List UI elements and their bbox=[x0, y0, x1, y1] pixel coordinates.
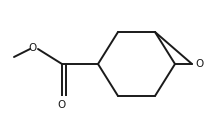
Text: O: O bbox=[29, 43, 37, 53]
Text: O: O bbox=[58, 100, 66, 110]
Text: O: O bbox=[195, 59, 203, 69]
